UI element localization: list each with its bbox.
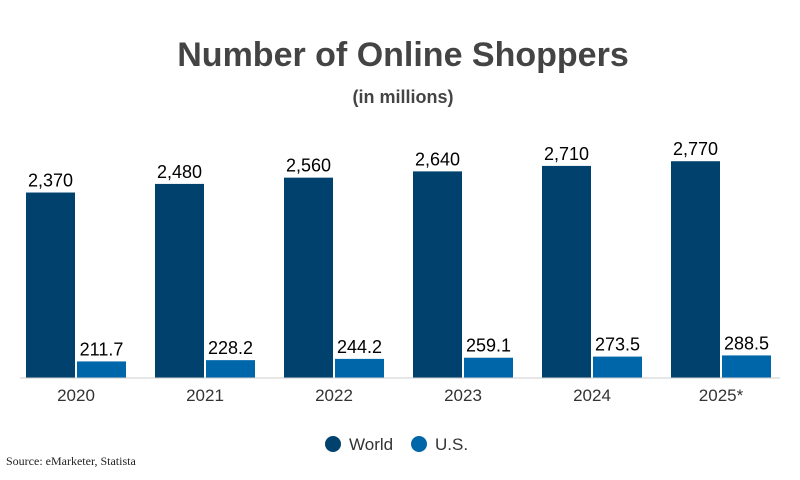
x-tick-label-2022: 2022 — [315, 386, 353, 405]
data-label-us-2022: 244.2 — [337, 337, 382, 357]
bar-us-2024 — [593, 356, 642, 378]
source-note: Source: eMarketer, Statista — [6, 454, 136, 468]
x-tick-label-2024: 2024 — [573, 386, 611, 405]
data-label-us-2024: 273.5 — [595, 335, 640, 355]
legend-label-us: U.S. — [435, 435, 468, 454]
data-label-us-2023: 259.1 — [466, 336, 511, 356]
data-label-world-2025: 2,770 — [673, 139, 718, 159]
x-axis-ticks: 2020 2021 2022 2023 2024 2025* — [57, 386, 744, 405]
bar-world-2021 — [155, 183, 204, 378]
bar-us-2022 — [335, 358, 384, 378]
bars-group: 2,370 211.7 2,480 228.2 2,560 244.2 2,640 259.1… — [26, 139, 771, 378]
x-tick-label-2021: 2021 — [186, 386, 224, 405]
data-label-world-2022: 2,560 — [286, 156, 331, 176]
x-tick-label-2025: 2025* — [699, 386, 744, 405]
bar-world-2023 — [413, 171, 462, 378]
x-tick-label-2020: 2020 — [57, 386, 95, 405]
legend-marker-world — [325, 436, 341, 452]
data-label-world-2024: 2,710 — [544, 144, 589, 164]
data-label-world-2023: 2,640 — [415, 149, 460, 169]
x-tick-label-2023: 2023 — [444, 386, 482, 405]
bar-world-2025 — [671, 161, 720, 378]
bar-world-2022 — [284, 177, 333, 378]
data-label-world-2021: 2,480 — [157, 162, 202, 182]
chart-title: Number of Online Shoppers — [177, 36, 628, 74]
legend-label-world: World — [349, 435, 393, 454]
bar-world-2020 — [26, 192, 75, 378]
chart-subtitle: (in millions) — [353, 87, 454, 107]
data-label-world-2020: 2,370 — [28, 171, 73, 191]
data-label-us-2025: 288.5 — [724, 333, 769, 353]
data-label-us-2021: 228.2 — [208, 338, 253, 358]
bar-us-2020 — [77, 361, 126, 378]
bar-us-2023 — [464, 357, 513, 378]
bar-us-2025 — [722, 355, 771, 378]
bar-us-2021 — [206, 360, 255, 378]
legend: World U.S. — [325, 435, 468, 454]
legend-marker-us — [411, 436, 427, 452]
bar-world-2024 — [542, 165, 591, 378]
data-label-us-2020: 211.7 — [80, 339, 124, 359]
